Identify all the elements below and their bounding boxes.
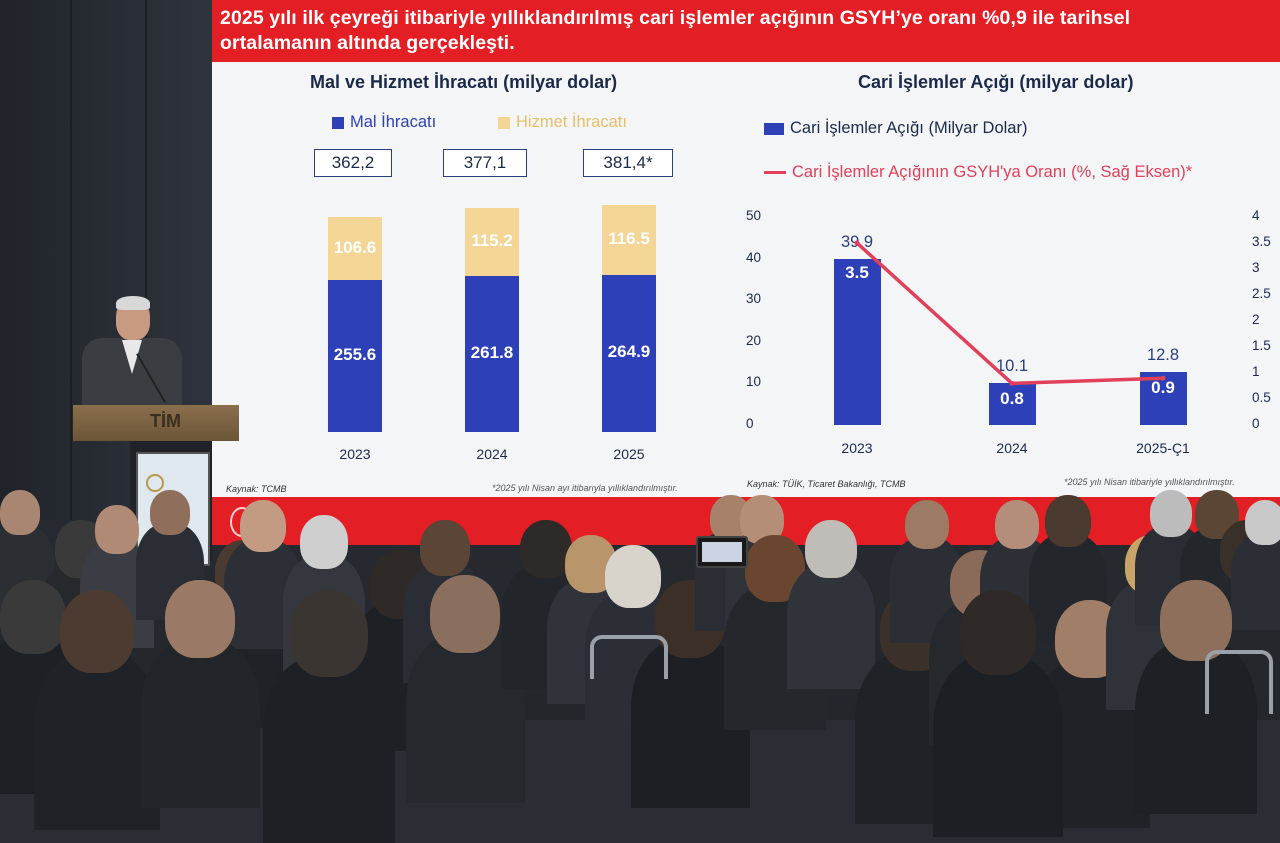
- audience-member-head: [430, 575, 500, 653]
- audience-member-head: [300, 515, 348, 569]
- audience-member-head: [290, 590, 368, 677]
- audience-member-head: [1160, 580, 1232, 661]
- projection-screen: 2025 yılı ilk çeyreği itibariyle yıllıkl…: [212, 0, 1280, 545]
- audience-member-body: [1231, 534, 1280, 630]
- audience-member-head: [1150, 490, 1192, 537]
- gsyh-ratio-point-2024: [1010, 381, 1015, 386]
- audience-member-head: [805, 520, 857, 578]
- audience-member-head: [420, 520, 470, 576]
- chair-back: [1205, 650, 1273, 714]
- audience-phone: [696, 536, 748, 568]
- conference-room: 2025 yılı ilk çeyreği itibariyle yıllıkl…: [0, 0, 1280, 720]
- audience-member-head: [905, 500, 949, 549]
- audience-member-head: [0, 490, 40, 535]
- audience: [0, 480, 1280, 720]
- phone-screen: [702, 542, 742, 562]
- audience-member-head: [150, 490, 190, 535]
- gsyh-ratio-line: [857, 243, 1163, 383]
- audience-member-body: [787, 564, 875, 689]
- audience-member-head: [1045, 495, 1091, 547]
- speaker-hair: [116, 296, 150, 310]
- audience-member-head: [165, 580, 235, 658]
- audience-member-head: [1245, 500, 1280, 545]
- audience-member-head: [240, 500, 286, 552]
- audience-member-body: [263, 656, 396, 843]
- audience-member-head: [60, 590, 134, 673]
- audience-member-head: [95, 505, 139, 554]
- wall-seam: [70, 0, 72, 520]
- audience-member-head: [995, 500, 1039, 549]
- audience-member-body: [933, 655, 1062, 837]
- gsyh-ratio-point-2025-Ç1: [1161, 376, 1166, 381]
- audience-member-head: [0, 580, 66, 654]
- gsyh-ratio-point-2023: [855, 241, 860, 246]
- audience-member-body: [141, 640, 260, 808]
- gsyh-ratio-line-chart: [212, 0, 1280, 545]
- audience-member-head: [960, 590, 1036, 675]
- chair-back: [590, 635, 668, 679]
- audience-member-head: [605, 545, 661, 608]
- podium-logo: TİM: [150, 411, 181, 432]
